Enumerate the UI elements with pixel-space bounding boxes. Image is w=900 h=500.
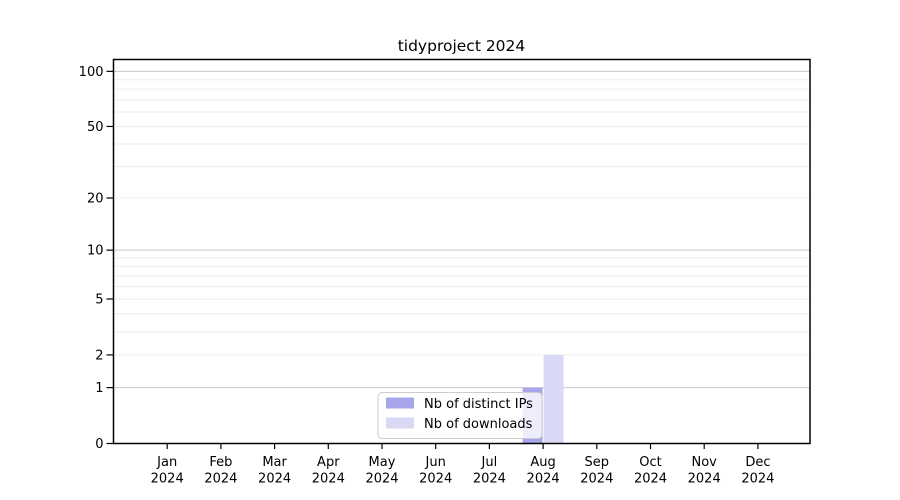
legend-label: Nb of downloads (424, 417, 533, 432)
x-tick-label-year: 2024 (688, 472, 721, 487)
x-tick-label-month: Jan (156, 455, 177, 470)
x-tick-label-year: 2024 (204, 472, 237, 487)
x-tick-label-year: 2024 (312, 472, 345, 487)
plot-border (112, 58, 811, 445)
x-tick-label-year: 2024 (527, 472, 560, 487)
x-tick-label-year: 2024 (419, 472, 452, 487)
y-tick-label: 20 (87, 192, 104, 207)
x-tick-label-year: 2024 (365, 472, 398, 487)
x-tick-label-month: Dec (745, 455, 770, 470)
legend-box (377, 392, 543, 439)
y-tick-label: 2 (95, 348, 103, 363)
y-tick-label: 0 (95, 437, 103, 452)
x-tick-label-month: Sep (585, 455, 610, 470)
x-tick-label-month: Mar (262, 455, 287, 470)
x-tick-label-month: May (369, 455, 396, 470)
x-tick-label-year: 2024 (151, 472, 184, 487)
y-tick-label: 50 (87, 120, 104, 135)
y-tick-label: 10 (87, 244, 104, 259)
x-tick-label-month: Nov (692, 455, 718, 470)
legend-label: Nb of distinct IPs (424, 397, 533, 412)
x-tick-label-month: Oct (639, 455, 661, 470)
x-tick-label-year: 2024 (580, 472, 613, 487)
y-tick-label: 100 (79, 65, 104, 80)
legend-swatch (386, 397, 414, 409)
x-tick-label-month: Apr (317, 455, 340, 470)
x-tick-label-month: Jun (425, 455, 446, 470)
x-tick-label-month: Feb (209, 455, 232, 470)
x-tick-label-year: 2024 (634, 472, 667, 487)
x-tick-label-month: Jul (481, 455, 498, 470)
y-tick-label: 1 (95, 381, 103, 396)
chart-title: tidyproject 2024 (398, 37, 526, 55)
bar-nb-of-downloads (543, 354, 564, 444)
x-tick-label-year: 2024 (473, 472, 506, 487)
x-tick-label-year: 2024 (741, 472, 774, 487)
y-tick-label: 5 (95, 293, 103, 308)
x-tick-label-year: 2024 (258, 472, 291, 487)
legend-swatch (386, 417, 414, 429)
x-tick-label-month: Aug (530, 455, 555, 470)
